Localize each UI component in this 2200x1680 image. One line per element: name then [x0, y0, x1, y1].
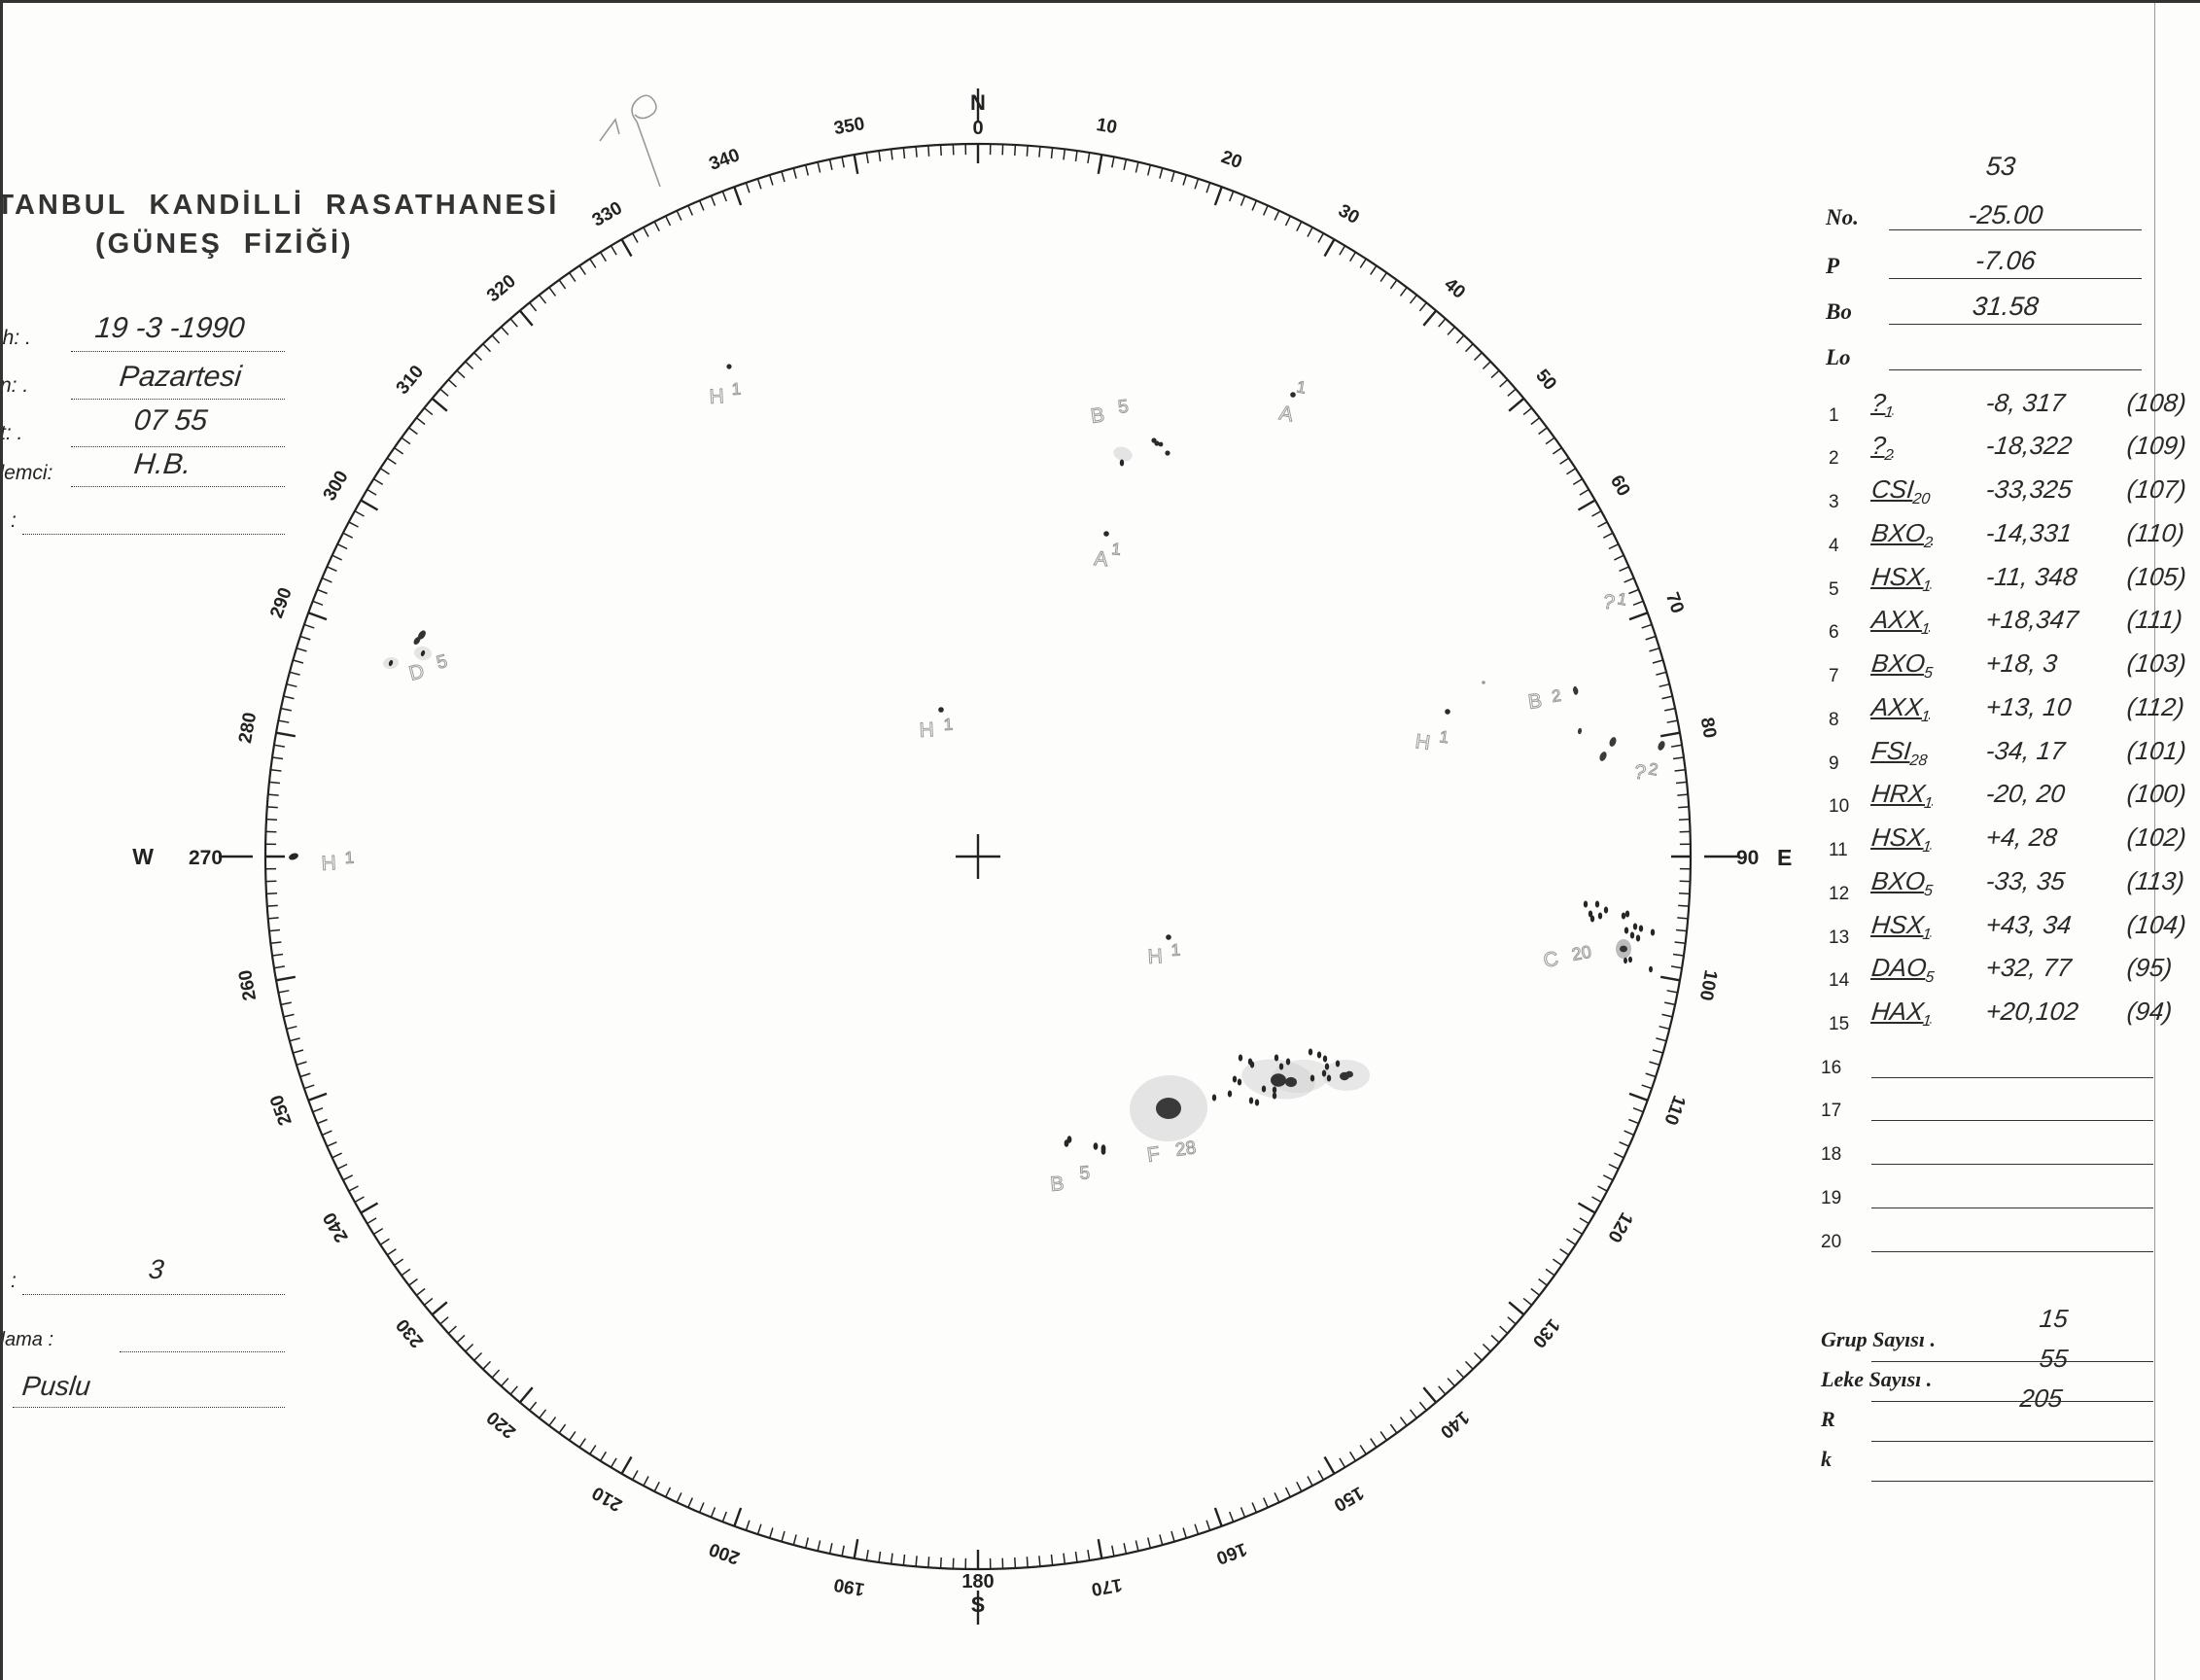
svg-text:180: 180 [961, 1571, 994, 1592]
svg-text:A: A [1277, 402, 1295, 426]
svg-text:290: 290 [266, 585, 297, 621]
svg-text:E: E [1777, 845, 1792, 870]
svg-text:250: 250 [266, 1092, 297, 1128]
svg-text:220: 220 [483, 1407, 520, 1442]
svg-text:90: 90 [1736, 847, 1759, 869]
svg-text:70: 70 [1661, 590, 1688, 616]
svg-text:1: 1 [943, 716, 953, 734]
svg-text:310: 310 [393, 362, 428, 399]
svg-text:2: 2 [1647, 759, 1659, 779]
svg-text:5: 5 [1117, 397, 1130, 418]
svg-text:F: F [1145, 1142, 1161, 1167]
svg-text:1: 1 [731, 380, 741, 399]
svg-text:2: 2 [1551, 686, 1562, 706]
svg-text:200: 200 [707, 1538, 743, 1568]
svg-text:160: 160 [1213, 1538, 1249, 1568]
svg-text:190: 190 [832, 1574, 866, 1599]
svg-text:50: 50 [1531, 366, 1560, 395]
svg-text:20: 20 [1570, 942, 1592, 964]
svg-text:260: 260 [235, 968, 261, 1002]
svg-text:170: 170 [1090, 1574, 1124, 1599]
svg-text:A: A [1094, 547, 1109, 571]
svg-text:?: ? [1632, 760, 1648, 785]
svg-text:60: 60 [1606, 472, 1634, 500]
svg-text:1: 1 [1295, 377, 1308, 397]
svg-text:270: 270 [189, 847, 223, 869]
svg-text:130: 130 [1528, 1314, 1563, 1351]
svg-text:C: C [1542, 948, 1560, 972]
svg-text:20: 20 [1218, 147, 1244, 173]
svg-text:340: 340 [707, 145, 743, 175]
svg-text:B: B [1526, 689, 1543, 714]
svg-text:5: 5 [1079, 1163, 1091, 1184]
svg-text:1: 1 [1170, 941, 1180, 960]
svg-text:B: B [1089, 403, 1105, 428]
svg-text:H: H [321, 852, 336, 875]
svg-text:?: ? [1601, 590, 1617, 614]
svg-text:40: 40 [1440, 274, 1469, 303]
svg-text:80: 80 [1696, 716, 1720, 739]
svg-text:110: 110 [1659, 1093, 1689, 1128]
svg-text:1: 1 [1616, 589, 1628, 609]
svg-text:100: 100 [1695, 968, 1721, 1002]
svg-text:230: 230 [393, 1314, 428, 1351]
svg-text:W: W [132, 844, 154, 869]
svg-text:120: 120 [1603, 1208, 1636, 1245]
svg-text:320: 320 [483, 271, 520, 306]
svg-text:10: 10 [1095, 115, 1118, 138]
svg-text:H: H [1414, 730, 1431, 754]
svg-text:0: 0 [972, 118, 983, 139]
svg-text:H: H [1147, 945, 1163, 968]
svg-text:D: D [406, 660, 427, 685]
svg-text:210: 210 [589, 1482, 626, 1515]
svg-text:150: 150 [1330, 1482, 1367, 1515]
svg-text:1: 1 [1438, 727, 1449, 747]
svg-text:1: 1 [344, 849, 354, 867]
svg-text:N: N [970, 90, 986, 115]
svg-text:30: 30 [1335, 200, 1363, 228]
svg-text:5: 5 [435, 651, 450, 674]
svg-text:280: 280 [235, 711, 261, 745]
svg-text:240: 240 [320, 1208, 353, 1245]
svg-text:1: 1 [1111, 540, 1122, 559]
svg-text:H: H [919, 718, 934, 742]
svg-text:B: B [1049, 1172, 1065, 1196]
svg-text:28: 28 [1174, 1138, 1198, 1161]
svg-text:350: 350 [832, 114, 866, 139]
svg-text:140: 140 [1436, 1407, 1473, 1442]
svg-text:H: H [709, 385, 724, 408]
svg-text:300: 300 [320, 468, 353, 505]
svg-text:330: 330 [589, 198, 626, 231]
